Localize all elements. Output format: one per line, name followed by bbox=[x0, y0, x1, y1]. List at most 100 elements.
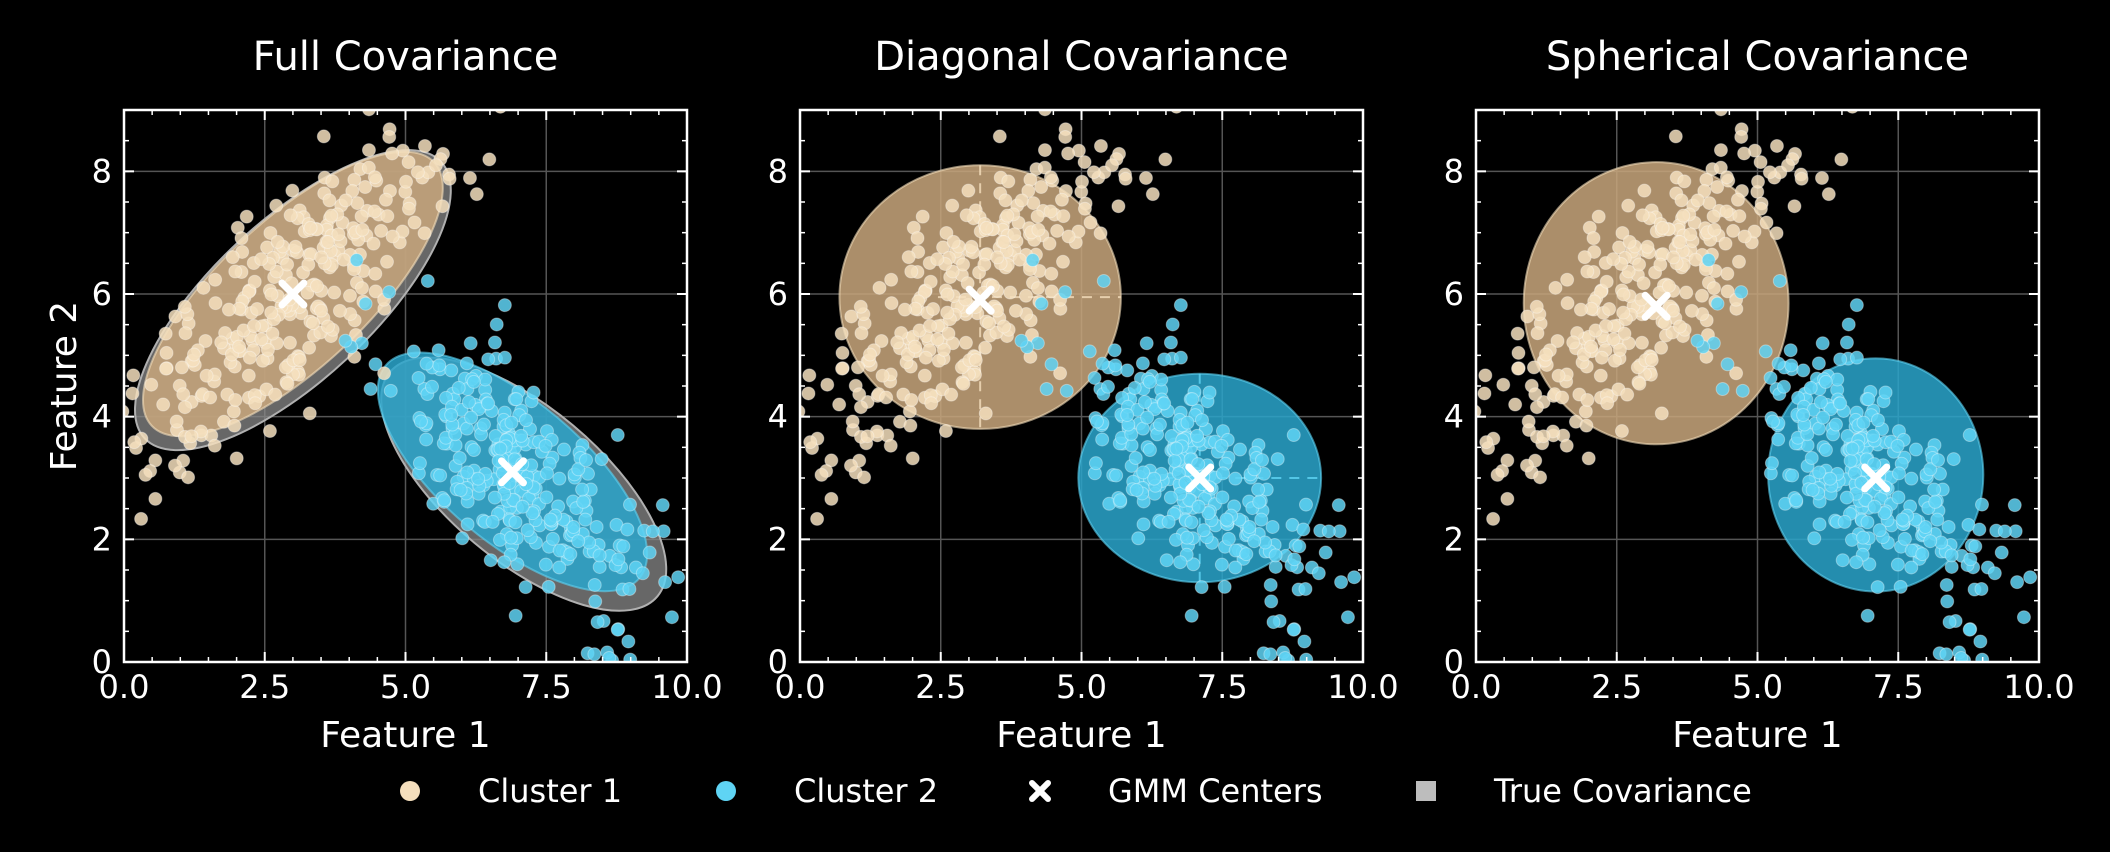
data-point bbox=[1973, 634, 1988, 649]
scatter-cluster-1 bbox=[800, 110, 1183, 526]
data-point bbox=[1111, 199, 1126, 214]
data-point bbox=[382, 285, 397, 300]
data-point bbox=[1128, 450, 1143, 465]
data-point bbox=[504, 415, 519, 430]
data-point bbox=[241, 368, 256, 383]
data-point bbox=[1228, 471, 1243, 486]
data-point bbox=[385, 146, 400, 161]
data-point bbox=[1093, 226, 1108, 241]
data-point bbox=[1606, 332, 1621, 347]
data-point bbox=[401, 201, 416, 216]
data-point bbox=[1105, 158, 1120, 173]
data-point bbox=[1616, 305, 1631, 320]
data-point bbox=[1398, 622, 1411, 635]
data-point bbox=[1163, 335, 1178, 350]
data-point bbox=[1135, 356, 1150, 371]
data-point bbox=[990, 250, 1005, 265]
data-point bbox=[1706, 281, 1721, 296]
data-point bbox=[1841, 317, 1856, 332]
data-point bbox=[958, 292, 973, 307]
data-point bbox=[635, 566, 650, 581]
data-point bbox=[1683, 227, 1698, 242]
plot-area bbox=[124, 110, 686, 662]
data-point bbox=[1762, 165, 1777, 180]
data-point bbox=[1169, 441, 1184, 456]
data-point bbox=[225, 250, 240, 265]
data-point bbox=[300, 285, 315, 300]
data-point bbox=[453, 483, 468, 498]
data-point bbox=[1765, 414, 1780, 429]
data-point bbox=[1828, 417, 1843, 432]
data-point bbox=[1636, 276, 1651, 291]
data-point bbox=[483, 553, 498, 568]
data-point bbox=[658, 575, 673, 590]
legend-marker-x bbox=[1029, 780, 1051, 802]
data-point bbox=[1138, 170, 1153, 185]
data-point bbox=[875, 368, 890, 383]
data-point bbox=[432, 358, 447, 373]
data-point bbox=[485, 514, 500, 529]
data-point bbox=[1251, 482, 1266, 497]
data-point bbox=[1184, 608, 1199, 623]
data-point bbox=[1088, 456, 1103, 471]
data-point bbox=[1814, 170, 1829, 185]
data-point bbox=[169, 414, 184, 429]
data-point bbox=[181, 470, 196, 485]
data-point bbox=[262, 424, 277, 439]
chart-panels: Full Covariance 0.0 2.5 5.0 7.5 10.0 0 2 4 6 8 Feat… bbox=[44, 0, 2087, 756]
data-point bbox=[1772, 273, 1787, 288]
data-point bbox=[466, 443, 481, 458]
data-point bbox=[497, 298, 512, 313]
data-point bbox=[571, 462, 586, 477]
data-point bbox=[1942, 615, 1957, 630]
data-point bbox=[1298, 582, 1313, 597]
data-point bbox=[992, 129, 1007, 144]
data-point bbox=[1077, 201, 1092, 216]
data-point bbox=[910, 231, 925, 246]
data-point bbox=[1550, 334, 1565, 349]
data-point bbox=[1818, 374, 1833, 389]
data-point bbox=[616, 539, 631, 554]
data-point bbox=[1769, 226, 1784, 241]
y-tick-label: 4 bbox=[92, 398, 112, 436]
data-point bbox=[268, 387, 283, 402]
data-point bbox=[1987, 566, 2002, 581]
data-point bbox=[460, 465, 475, 480]
data-point bbox=[1878, 385, 1893, 400]
data-point bbox=[1803, 380, 1818, 395]
data-point bbox=[1637, 183, 1652, 198]
data-point bbox=[671, 570, 686, 585]
data-point bbox=[1566, 335, 1581, 350]
data-point bbox=[1994, 545, 2009, 560]
data-point bbox=[1159, 553, 1174, 568]
data-point bbox=[263, 225, 278, 240]
data-point bbox=[1075, 174, 1090, 189]
data-point bbox=[228, 264, 243, 279]
y-tick-label: 4 bbox=[1444, 398, 1464, 436]
data-point bbox=[1940, 594, 1955, 609]
x-axis-label: Feature 1 bbox=[996, 715, 1166, 756]
data-point bbox=[939, 225, 954, 240]
data-point bbox=[1140, 410, 1155, 425]
data-point bbox=[1157, 396, 1172, 411]
panel-title: Spherical Covariance bbox=[1546, 34, 1969, 80]
data-point bbox=[363, 381, 378, 396]
data-point bbox=[2023, 570, 2038, 585]
data-point bbox=[138, 467, 153, 482]
data-point bbox=[1916, 0, 1929, 11]
data-point bbox=[368, 357, 383, 372]
data-point bbox=[1030, 281, 1045, 296]
data-point bbox=[2074, 622, 2087, 635]
data-point bbox=[1968, 539, 1983, 554]
data-point bbox=[509, 392, 524, 407]
data-point bbox=[358, 180, 373, 195]
gmm-center-marker bbox=[1641, 291, 1671, 321]
x-tick-label: 7.5 bbox=[1197, 668, 1248, 706]
data-point bbox=[1796, 363, 1811, 378]
data-point bbox=[1811, 356, 1826, 371]
data-point bbox=[260, 240, 275, 255]
data-point bbox=[1732, 209, 1747, 224]
data-point bbox=[407, 215, 422, 230]
data-point bbox=[1640, 239, 1655, 254]
data-point bbox=[368, 266, 383, 281]
